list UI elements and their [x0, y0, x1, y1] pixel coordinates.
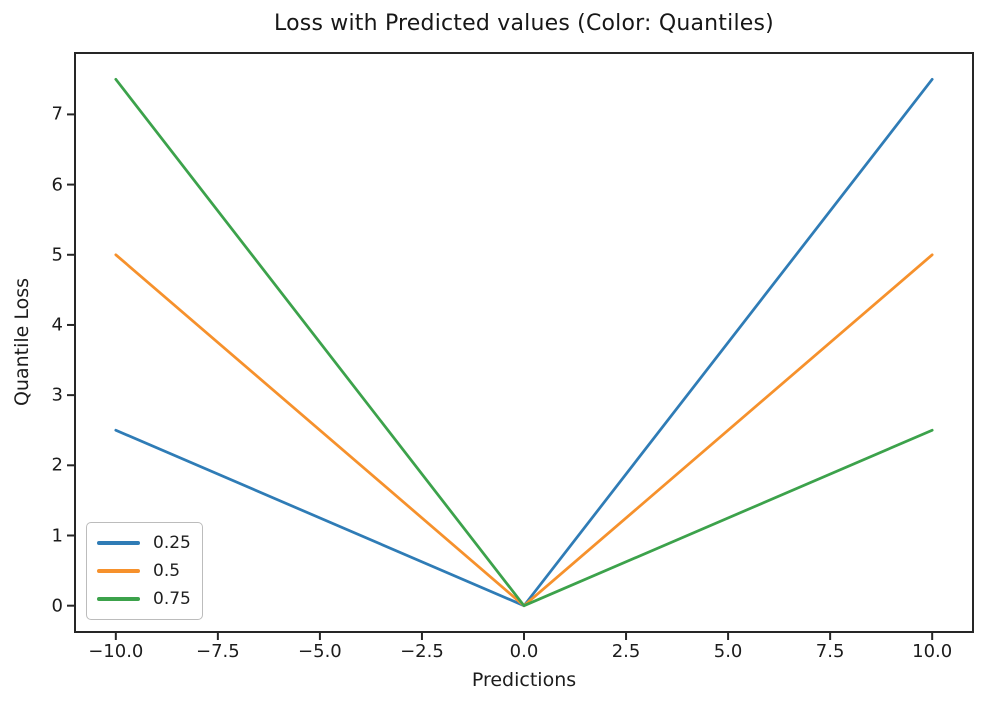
x-tick-label: −2.5: [400, 641, 444, 662]
series-line-0.5: [114, 253, 934, 608]
legend: 0.25 0.5 0.75: [86, 522, 203, 620]
legend-label: 0.5: [153, 561, 181, 581]
y-tick-label: 3: [51, 384, 63, 406]
x-tick-label: −5.0: [298, 641, 342, 662]
x-tick-label: 10.0: [912, 641, 953, 662]
legend-row: 0.25: [97, 533, 192, 553]
legend-line-sample: [97, 541, 140, 545]
series-line-0.25: [114, 77, 934, 608]
y-tick-label: 1: [51, 525, 63, 546]
y-tick-label: 6: [51, 174, 63, 196]
y-axis-label: Quantile Loss: [11, 277, 33, 407]
x-tick-label: −10.0: [88, 641, 144, 662]
legend-label: 0.25: [153, 533, 191, 553]
x-axis-label: Predictions: [471, 669, 577, 691]
legend-row: 0.5: [97, 561, 192, 581]
x-tick-label: −7.5: [196, 641, 240, 662]
chart-title: Loss with Predicted values (Color: Quant…: [274, 11, 774, 36]
y-tick-label: 0: [51, 595, 63, 617]
y-tick-label: 4: [51, 314, 63, 336]
x-tick-label: 7.5: [815, 641, 845, 662]
x-tick-label: 2.5: [611, 641, 641, 662]
y-tick-label: 7: [51, 103, 63, 125]
legend-row: 0.75: [97, 589, 192, 609]
y-tick-label: 5: [51, 244, 63, 266]
legend-label: 0.75: [153, 589, 191, 609]
x-tick-label: 5.0: [713, 641, 743, 662]
legend-line-sample: [97, 569, 140, 573]
legend-line-sample: [97, 597, 140, 601]
x-tick-label: 0.0: [509, 641, 539, 662]
y-tick-label: 2: [51, 454, 63, 476]
series-line-0.75: [114, 77, 934, 608]
axes-spines: [74, 52, 974, 633]
